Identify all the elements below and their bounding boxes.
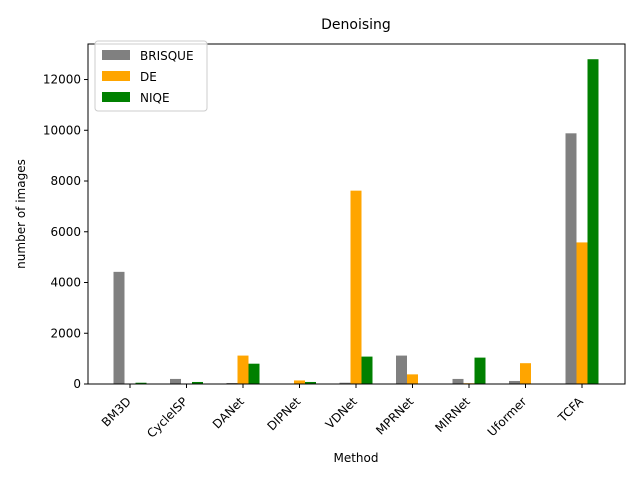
legend-swatch-de <box>102 71 130 81</box>
y-tick-label: 6000 <box>50 225 81 239</box>
legend: BRISQUE DE NIQE <box>94 40 208 112</box>
bar-niqe-cycleisp <box>192 381 203 384</box>
x-tick-label: DIPNet <box>264 394 303 433</box>
y-tick-label: 12000 <box>43 73 81 87</box>
y-axis-ticks: 0 2000 4000 6000 8000 10000 12000 <box>43 73 88 391</box>
x-tick-label: DANet <box>210 394 247 431</box>
bar-niqe-vdnet <box>361 356 373 384</box>
y-axis-label: number of images <box>14 159 28 269</box>
bar-de-mprnet <box>407 374 418 384</box>
legend-label-brisque: BRISQUE <box>140 49 194 63</box>
x-tick-label: MPRNet <box>373 394 416 437</box>
y-tick-label: 0 <box>73 377 81 391</box>
bar-de-dipnet <box>294 380 305 384</box>
bar-brisque-vdnet <box>339 382 351 384</box>
bar-brisque-mirnet <box>452 378 464 384</box>
bar-de-danet <box>237 355 249 384</box>
y-tick-label: 4000 <box>50 276 81 290</box>
bar-brisque-uformer <box>509 380 520 384</box>
plot-frame <box>87 43 626 385</box>
x-tick-label: Uformer <box>485 394 530 439</box>
y-tick-label: 10000 <box>43 123 81 137</box>
bar-brisque-cycleisp <box>170 378 181 384</box>
chart-title: Denoising <box>321 17 391 33</box>
x-axis-label: Method <box>333 451 378 465</box>
bar-niqe-dipnet <box>305 381 316 384</box>
x-tick-label: BM3D <box>99 394 134 429</box>
x-tick-label: TCFA <box>555 394 587 426</box>
y-tick-label: 8000 <box>50 174 81 188</box>
bar-niqe-bm3d <box>135 382 147 384</box>
bar-de-tcfa <box>576 242 588 384</box>
bar-niqe-mirnet <box>474 357 486 384</box>
legend-label-niqe: NIQE <box>140 91 170 105</box>
bar-brisque-tcfa <box>565 133 577 384</box>
y-tick-label: 2000 <box>50 326 81 340</box>
bar-de-vdnet <box>350 190 362 384</box>
legend-swatch-niqe <box>102 92 130 102</box>
bar-brisque-bm3d <box>113 271 125 384</box>
bar-niqe-tcfa <box>587 59 599 384</box>
bar-brisque-danet <box>226 382 238 384</box>
x-tick-label: VDNet <box>323 394 360 431</box>
legend-label-de: DE <box>140 70 157 84</box>
bars-group <box>113 59 599 384</box>
x-tick-label: CycleISP <box>144 394 190 440</box>
x-tick-label: MIRNet <box>432 394 473 435</box>
bar-de-uformer <box>520 363 531 384</box>
bar-brisque-mprnet <box>396 355 407 384</box>
x-axis-ticks: BM3D CycleISP DANet DIPNet VDNet MPRNet MIRNet… <box>99 384 587 441</box>
legend-swatch-brisque <box>102 50 130 60</box>
bar-niqe-danet <box>248 363 260 384</box>
